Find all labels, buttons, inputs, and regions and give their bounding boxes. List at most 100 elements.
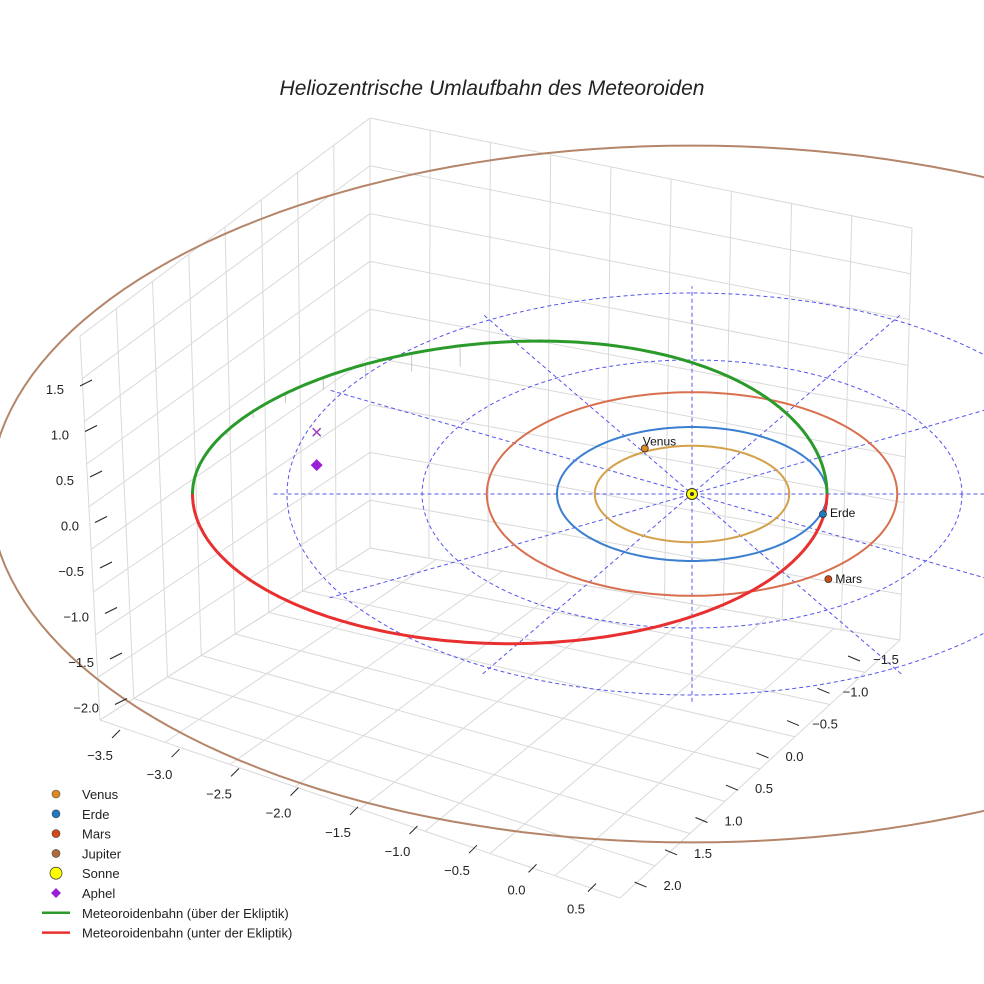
wall-grid-line xyxy=(260,199,270,613)
legend-marker xyxy=(51,809,61,819)
z-axis-ticks: 1.5 1.0 0.5 0.0 −0.5 −1.0 −1.5 −2.0 xyxy=(46,379,128,716)
legend-label: Mars xyxy=(82,827,111,842)
wall-grid-line xyxy=(722,191,732,610)
floor-grid-line xyxy=(229,570,503,765)
earth-marker xyxy=(819,510,827,518)
z-tick-mark xyxy=(109,652,123,660)
legend-item: Erde xyxy=(51,807,109,822)
legend-marker xyxy=(49,866,63,880)
wall-grid-line xyxy=(663,179,672,600)
x-tick-mark xyxy=(409,825,418,835)
wall-grid-line xyxy=(297,172,303,592)
z-tick-mark xyxy=(84,425,98,432)
legend-label: Erde xyxy=(82,807,109,822)
legend-label: Venus xyxy=(82,787,119,802)
legend-item: Sonne xyxy=(49,866,120,881)
legend-item: Venus xyxy=(51,787,119,802)
wall-grid-line xyxy=(369,451,903,549)
y-axis-ticks: −1.5 −1.0 −0.5 0.0 0.5 1.0 1.5 2.0 xyxy=(634,652,899,893)
x-tick-label: −3.0 xyxy=(147,767,173,782)
y-tick-label: 1.0 xyxy=(724,814,742,829)
z-tick-label: −1.5 xyxy=(68,655,94,670)
legend-marker xyxy=(51,888,61,898)
wall-grid-line xyxy=(899,227,913,641)
floor-grid-line xyxy=(489,616,768,854)
planet-orbits xyxy=(0,144,984,844)
z-tick-mark xyxy=(99,561,113,569)
x-tick-label: −2.0 xyxy=(266,806,292,821)
meteoroid-orbit-below xyxy=(191,494,829,646)
wall-grid-line xyxy=(840,215,853,630)
y-tick-label: 0.0 xyxy=(785,749,803,764)
floor-grid-line xyxy=(294,582,570,788)
aphelion-marker xyxy=(310,459,323,472)
floor-grid-line xyxy=(424,605,702,832)
x-tick-label: −1.5 xyxy=(325,825,351,840)
venus-marker xyxy=(640,444,649,453)
x-tick-mark xyxy=(349,806,359,816)
x-tick-mark xyxy=(528,864,537,873)
wall-grid-line xyxy=(369,356,906,458)
mars-marker xyxy=(824,575,833,583)
y-tick-label: 0.5 xyxy=(755,781,773,796)
wall-grid-line xyxy=(369,308,907,412)
wall-grid-line xyxy=(79,335,101,721)
z-tick-label: 1.5 xyxy=(46,382,64,397)
z-tick-label: −1.0 xyxy=(63,610,89,625)
wall-grid-line xyxy=(369,547,901,641)
wall-grid-line xyxy=(781,203,793,620)
x-tick-mark xyxy=(587,883,597,892)
legend-item: Meteoroidenbahn (unter der Ekliptik) xyxy=(42,926,292,941)
floor-grid-line xyxy=(359,593,636,810)
wall-grid-line xyxy=(369,499,902,595)
mars-label: Mars xyxy=(835,572,862,586)
legend: Venus Erde Mars Jupiter Sonne Aphel Meteoroide… xyxy=(42,787,292,941)
legend-item: Jupiter xyxy=(51,846,122,861)
wall-grid-line xyxy=(152,281,168,678)
y-tick-label: −1.0 xyxy=(843,684,869,699)
legend-marker xyxy=(51,789,61,799)
x-tick-label: −1.0 xyxy=(385,844,411,859)
wall-grid-line xyxy=(369,117,913,229)
wall-grid-line xyxy=(369,165,911,275)
x-tick-mark xyxy=(230,768,240,777)
z-tick-label: 0.5 xyxy=(56,473,74,488)
wall-grid-line xyxy=(333,145,337,570)
z-tick-mark xyxy=(94,516,108,523)
projection-lines xyxy=(196,345,461,474)
z-tick-label: −2.0 xyxy=(73,701,99,716)
y-tick-label: −0.5 xyxy=(812,717,838,732)
wall-grid-line xyxy=(546,154,552,579)
legend-item: Mars xyxy=(51,827,111,842)
grid-panes xyxy=(79,117,913,899)
chart-title: Heliozentrische Umlaufbahn des Meteoroid… xyxy=(280,77,705,100)
wall-grid-line xyxy=(115,308,135,699)
y-tick-mark xyxy=(695,817,708,823)
x-tick-mark xyxy=(111,729,121,739)
wall-grid-line xyxy=(369,260,909,366)
x-tick-mark xyxy=(171,748,180,758)
y-tick-mark xyxy=(756,752,769,759)
legend-label: Sonne xyxy=(82,866,120,881)
legend-marker xyxy=(51,829,61,838)
z-tick-label: 0.0 xyxy=(61,519,79,534)
y-tick-mark xyxy=(817,687,830,694)
legend-item: Aphel xyxy=(51,886,115,901)
x-tick-label: −2.5 xyxy=(206,786,232,801)
legend-label: Aphel xyxy=(82,886,115,901)
orbit-mars xyxy=(485,391,899,597)
x-tick-label: −3.5 xyxy=(87,748,113,763)
z-tick-mark xyxy=(114,698,128,705)
y-tick-mark xyxy=(664,849,678,856)
z-tick-label: 1.0 xyxy=(51,428,69,443)
floor-grid-line xyxy=(164,559,437,743)
y-tick-label: 1.5 xyxy=(694,846,712,861)
x-tick-label: 0.0 xyxy=(507,882,525,897)
body-markers: Venus Erde Mars xyxy=(310,427,862,586)
legend-item: Meteoroidenbahn (über der Ekliptik) xyxy=(42,906,289,921)
y-tick-label: 2.0 xyxy=(663,878,681,893)
z-tick-mark xyxy=(89,470,103,478)
wall-grid-line xyxy=(369,213,910,321)
x-tick-mark xyxy=(290,787,299,796)
